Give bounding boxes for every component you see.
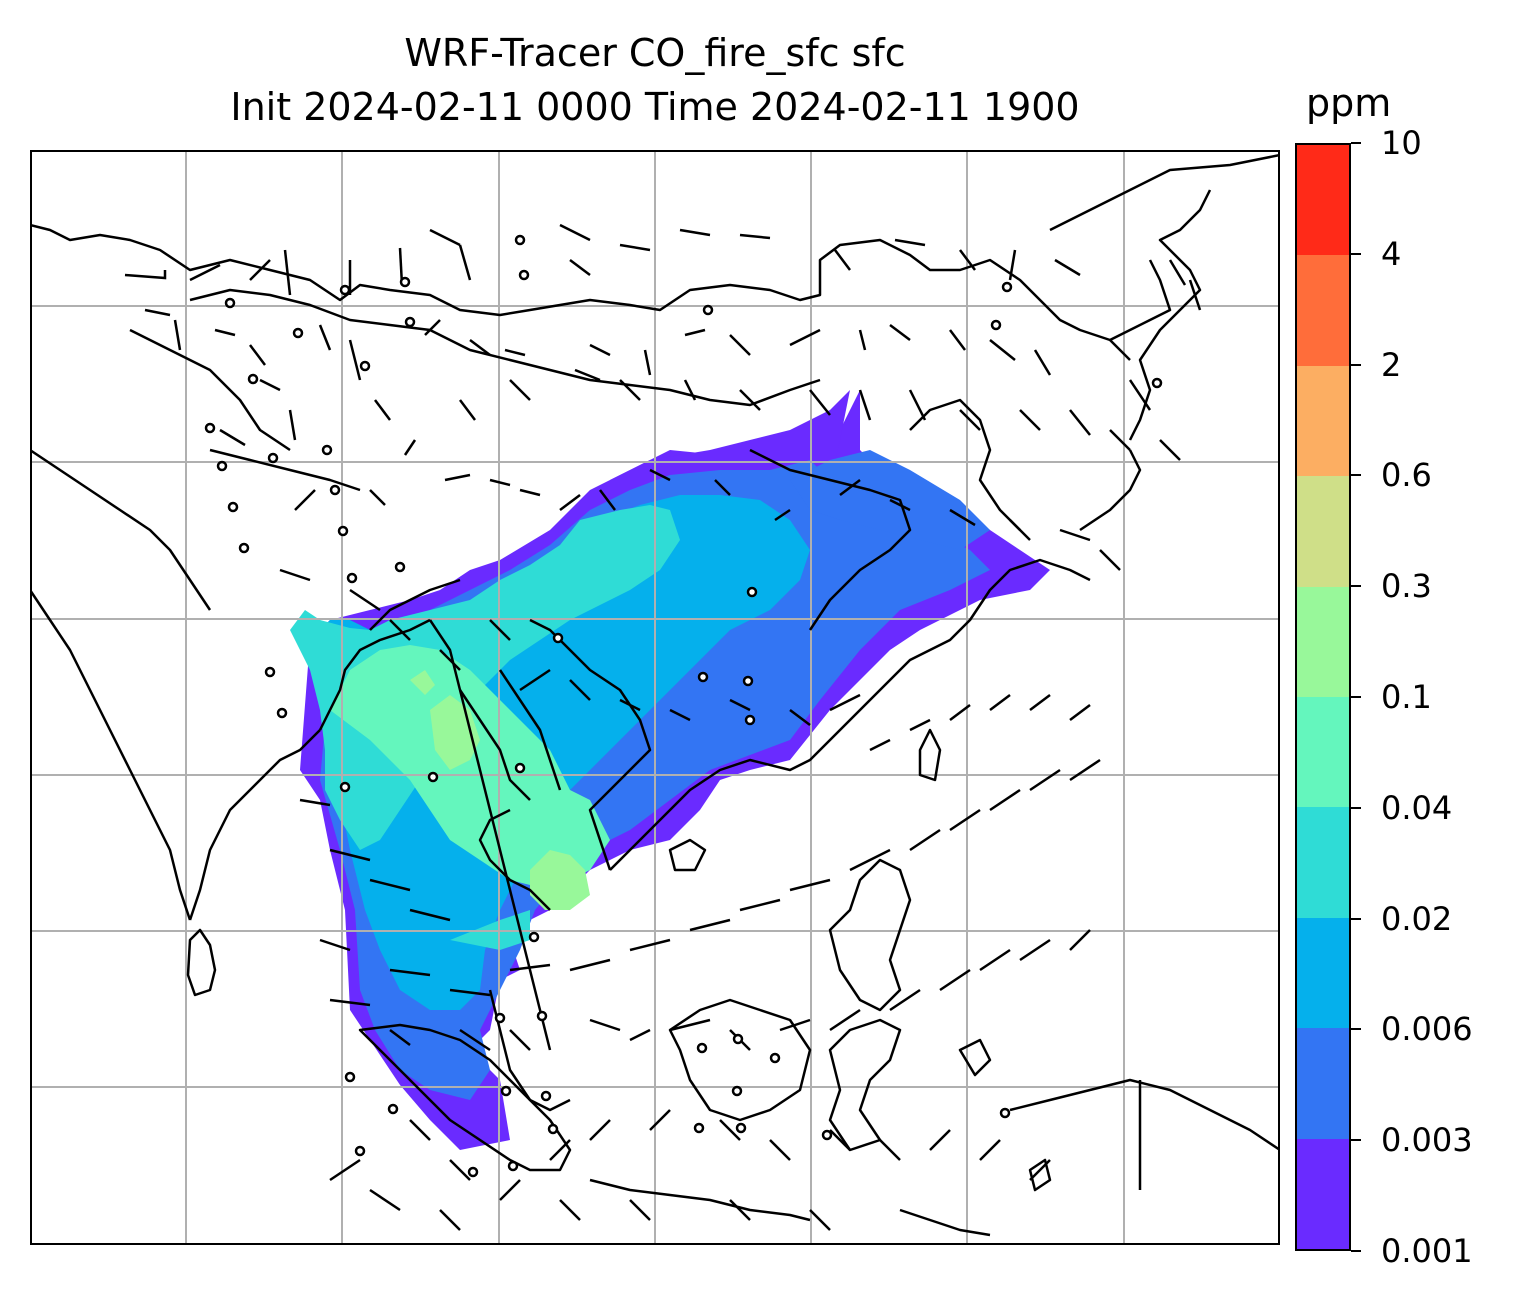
- coast-china-east: [609, 558, 1091, 871]
- colorbar-tick-mark: [1351, 474, 1361, 477]
- conc-band-0.1-c: [410, 670, 435, 695]
- colorbar-unit-label: ppm: [1306, 81, 1392, 125]
- map-border: [30, 150, 1280, 1245]
- colorbar-segment: [1297, 476, 1349, 587]
- coast-timor: [899, 1208, 991, 1237]
- coast-indochina-west: [428, 619, 552, 1051]
- colorbar-segment: [1297, 696, 1349, 808]
- colorbar-tick-label: 0.001: [1381, 1232, 1473, 1270]
- colorbar-tick-label: 0.04: [1381, 788, 1453, 827]
- coast-hainan: [668, 838, 707, 872]
- border-mongolia: [189, 288, 821, 407]
- coast-indochina-east: [529, 618, 652, 871]
- colorbar-tick-mark: [1351, 1028, 1361, 1031]
- colorbar-ticks: 0.001 0.003 0.006 0.02 0.04 0.1 0.3 0.6 2 4 10: [1351, 124, 1521, 1270]
- coast-borneo: [668, 998, 812, 1122]
- title-line-1: WRF-Tracer CO_fire_sfc sfc: [404, 31, 906, 75]
- coast-islands-east: [958, 1038, 992, 1077]
- coast-northeast: [1049, 153, 1280, 232]
- colorbar-segment: [1297, 807, 1349, 918]
- colorbar-tick-label: 0.02: [1381, 899, 1453, 938]
- coast-philippines: [828, 858, 912, 1012]
- conc-band-0.04: [330, 645, 610, 890]
- colorbar-tick-mark: [1351, 1250, 1361, 1252]
- coastlines: [30, 153, 1280, 1237]
- colorbar-segment: [1297, 255, 1349, 366]
- coast-islands-east-2: [1028, 1158, 1052, 1192]
- wind-barbs: [124, 223, 1202, 1231]
- colorbar-tick-label: 10: [1381, 124, 1422, 162]
- colorbar-tick-label: 0.1: [1381, 678, 1432, 716]
- colorbar-segment: [1297, 144, 1349, 256]
- border-laos-vietnam: [498, 669, 562, 791]
- calm-wind-circles: [204, 234, 1163, 1178]
- border-central-asia: [129, 328, 291, 452]
- colorbar-segment: [1297, 365, 1349, 477]
- colorbar-tick-label: 0.6: [1381, 456, 1432, 495]
- coast-india-west: [30, 589, 192, 921]
- coast-malay-peninsula: [488, 989, 571, 1112]
- coast-central-asia-north: [30, 223, 1172, 342]
- conc-band-0.1: [430, 695, 480, 770]
- colorbar-segment: [1297, 586, 1349, 697]
- coast-sulawesi: [828, 1018, 902, 1152]
- colorbar-tick-mark: [1351, 252, 1361, 255]
- colorbar: [1295, 143, 1351, 1251]
- border-india-nepal: [209, 448, 361, 492]
- coast-korea: [909, 398, 1021, 531]
- colorbar-tick-mark: [1351, 142, 1361, 144]
- colorbar-segment: [1297, 1138, 1349, 1249]
- conc-band-0.02: [290, 505, 680, 850]
- colorbar-tick-label: 0.003: [1381, 1121, 1473, 1160]
- colorbar-tick-mark: [1351, 363, 1361, 366]
- colorbar-tick-label: 0.006: [1381, 1010, 1473, 1049]
- colorbar-segment: [1297, 917, 1349, 1029]
- border-thailand: [458, 689, 531, 801]
- colorbar-tick-label: 2: [1381, 345, 1402, 384]
- coast-java: [589, 1178, 811, 1222]
- coast-new-guinea: [1009, 1078, 1280, 1152]
- colorbar-tick-label: 0.3: [1381, 567, 1432, 606]
- coast-yellow-sea: [749, 448, 912, 631]
- coast-bay-of-bengal: [318, 618, 431, 731]
- coast-japan-south: [1079, 449, 1142, 532]
- colorbar-tick-mark: [1351, 1139, 1361, 1142]
- coast-taiwan: [918, 728, 942, 782]
- title-line-2: Init 2024-02-11 0000 Time 2024-02-11 190…: [230, 85, 1080, 129]
- coast-japan: [1128, 189, 1212, 441]
- conc-band-0.1-b: [530, 850, 590, 910]
- border-myanmar: [369, 578, 461, 631]
- colorbar-tick-mark: [1351, 696, 1361, 698]
- colorbar-tick-mark: [1351, 917, 1361, 920]
- border-pakistan: [30, 448, 212, 611]
- coast-srilanka: [186, 928, 217, 997]
- coast-sumatra: [358, 1023, 572, 1172]
- colorbar-tick-mark: [1351, 806, 1361, 809]
- colorbar-tick-label: 4: [1381, 234, 1402, 273]
- map-panel[interactable]: [30, 150, 1280, 1245]
- colorbar-tick-mark: [1351, 585, 1361, 588]
- colorbar-segment: [1297, 1028, 1349, 1139]
- coast-gulf-thailand: [478, 808, 551, 911]
- coast-india-east: [188, 729, 321, 921]
